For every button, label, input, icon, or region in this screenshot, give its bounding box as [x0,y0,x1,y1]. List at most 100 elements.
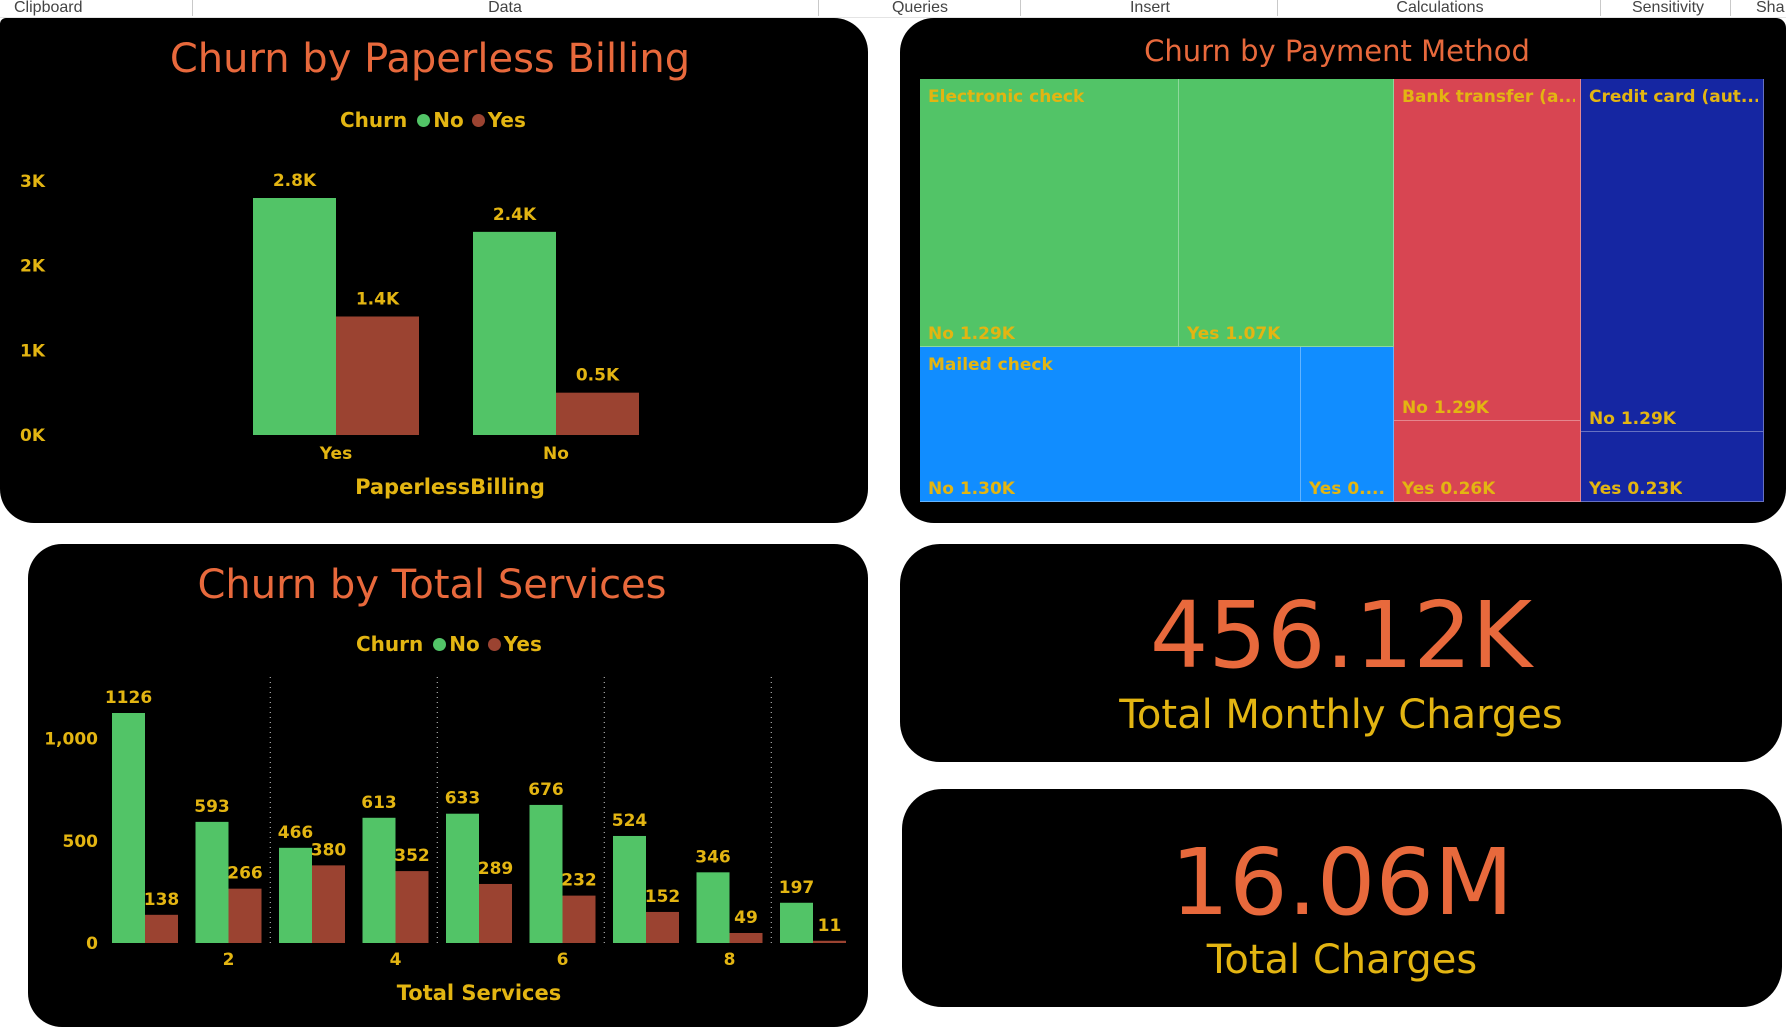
data-label: 633 [445,789,481,809]
bar-yes-3 [312,865,345,943]
y-tick-label: 1K [20,341,46,361]
data-label: 1.4K [356,290,400,310]
treemap-tile-credit-no[interactable] [1581,79,1764,432]
x-tick-label: 2 [223,950,235,970]
payment-method-panel[interactable]: Churn by Payment Method Electronic check… [900,18,1786,523]
data-label: 593 [194,797,230,817]
ribbon-separator [1730,0,1731,16]
y-tick-label: 0K [20,426,46,446]
treemap-item-label: Yes 1.07K [1187,324,1281,344]
bar-yes-2 [228,888,262,943]
data-label: 49 [734,908,758,928]
legend-no-swatch [433,637,447,651]
treemap-group-label-credit: Credit card (aut... [1589,87,1758,107]
treemap-tile-electronic-yes[interactable] [1179,79,1394,347]
treemap-tile-credit-yes[interactable] [1581,432,1764,502]
y-tick-label: 3K [20,172,46,192]
ribbon-bar: Clipboard Data Queries Insert Calculatio… [0,0,1786,18]
treemap-item-label: Yes 0.... [1309,479,1385,499]
data-label: 266 [227,864,263,884]
bar-no-3 [279,847,312,943]
legend-yes-label[interactable]: Yes [503,632,542,656]
bar-yes-6 [562,895,596,943]
data-label: 352 [394,846,430,866]
ribbon-tab-sensitivity[interactable]: Sensitivity [1631,0,1705,16]
treemap-item-label: Yes 0.23K [1589,479,1683,499]
bar-no-6 [529,804,563,943]
bar-no-8 [696,872,730,943]
payment-method-treemap: Electronic check No 1.29K Yes 1.07K Mailed … [920,79,1764,502]
treemap-tile-bank-yes[interactable] [1394,421,1581,502]
legend-no-label[interactable]: No [449,632,480,656]
total-monthly-charges-value: 456.12K [1149,582,1533,689]
ribbon-separator [818,0,819,16]
ribbon-tab-data[interactable]: Data [488,0,522,16]
total-services-title: Churn by Total Services [197,562,667,608]
total-charges-card[interactable]: 16.06M Total Charges [902,789,1782,1007]
ribbon-tab-clipboard[interactable]: Clipboard [14,0,83,16]
total-services-chart: 05001,0001126138593266466380613352633289… [44,677,846,1005]
treemap-tile-mailed-yes[interactable] [1301,347,1394,502]
legend-yes-swatch [487,637,501,651]
data-label: 197 [779,878,815,898]
bar-yes-7 [646,911,679,943]
payment-method-title: Churn by Payment Method [1144,34,1530,68]
bar-no-7 [613,835,646,943]
ribbon-tab-queries[interactable]: Queries [891,0,949,16]
bar-no-5 [446,813,479,943]
legend-no-swatch [417,113,431,127]
x-tick-label: 8 [724,950,736,970]
data-label: 613 [361,793,397,813]
data-label: 152 [645,887,681,907]
treemap-tile-mailed-no[interactable] [920,347,1301,502]
data-label: 289 [478,859,514,879]
total-monthly-charges-label: Total Monthly Charges [1119,692,1563,738]
bar-yes-5 [479,883,512,943]
bar-yes-8 [729,932,763,943]
data-label: 676 [528,780,564,800]
data-label: 2.4K [493,205,537,225]
legend-title: Churn [356,632,424,656]
total-services-panel[interactable]: Churn by Total Services Churn No Yes 0 50… [28,544,868,1027]
services-legend: Churn No Yes [356,632,542,656]
bar-no-2 [195,821,229,943]
data-label: 524 [612,811,648,831]
x-tick-label: No [543,444,569,464]
bar-yes-yes [336,316,419,435]
data-label: 346 [695,847,731,867]
data-label: 466 [278,823,314,843]
x-axis-label: PaperlessBilling [355,475,545,499]
paperless-legend: Churn No Yes [340,108,526,132]
x-tick-label: Yes [319,444,352,464]
data-label: 11 [818,916,842,936]
ribbon-separator [1277,0,1278,16]
paperless-billing-panel[interactable]: Churn by Paperless Billing Churn No Yes … [0,18,868,523]
data-label: 380 [311,840,347,860]
ribbon-tab-calculations[interactable]: Calculations [1396,0,1484,16]
treemap-item-label: No 1.29K [1589,409,1676,429]
bar-no-no [473,231,556,435]
data-label: 232 [561,871,597,891]
legend-no-label[interactable]: No [433,108,464,132]
treemap-group-label-electronic: Electronic check [928,87,1085,107]
y-tick-label: 2K [20,257,46,277]
legend-title: Churn [340,108,408,132]
treemap-item-label: Yes 0.26K [1402,479,1496,499]
treemap-tile-electronic-no[interactable] [920,79,1179,347]
x-axis-label: Total Services [397,981,561,1005]
y-tick-label: 0 [86,934,98,954]
paperless-billing-title: Churn by Paperless Billing [169,36,691,82]
y-tick-label: 1,000 [44,730,98,750]
x-tick-label: 6 [557,950,569,970]
total-monthly-charges-card[interactable]: 456.12K Total Monthly Charges [900,544,1782,762]
ribbon-tab-insert[interactable]: Insert [1129,0,1170,16]
paperless-billing-chart: 0K 1K 2K 3K 2.8K 1.4K Yes 2.4K 0.5K No PaperlessBi… [20,171,639,499]
treemap-group-label-mailed: Mailed check [928,355,1053,375]
legend-yes-label[interactable]: Yes [487,108,526,132]
data-label: 0.5K [576,366,620,386]
data-label: 138 [144,890,180,910]
ribbon-separator [1600,0,1601,16]
treemap-tile-bank-no[interactable] [1394,79,1581,421]
ribbon-tab-share[interactable]: Sha [1756,0,1785,16]
bar-no-1 [112,713,145,943]
